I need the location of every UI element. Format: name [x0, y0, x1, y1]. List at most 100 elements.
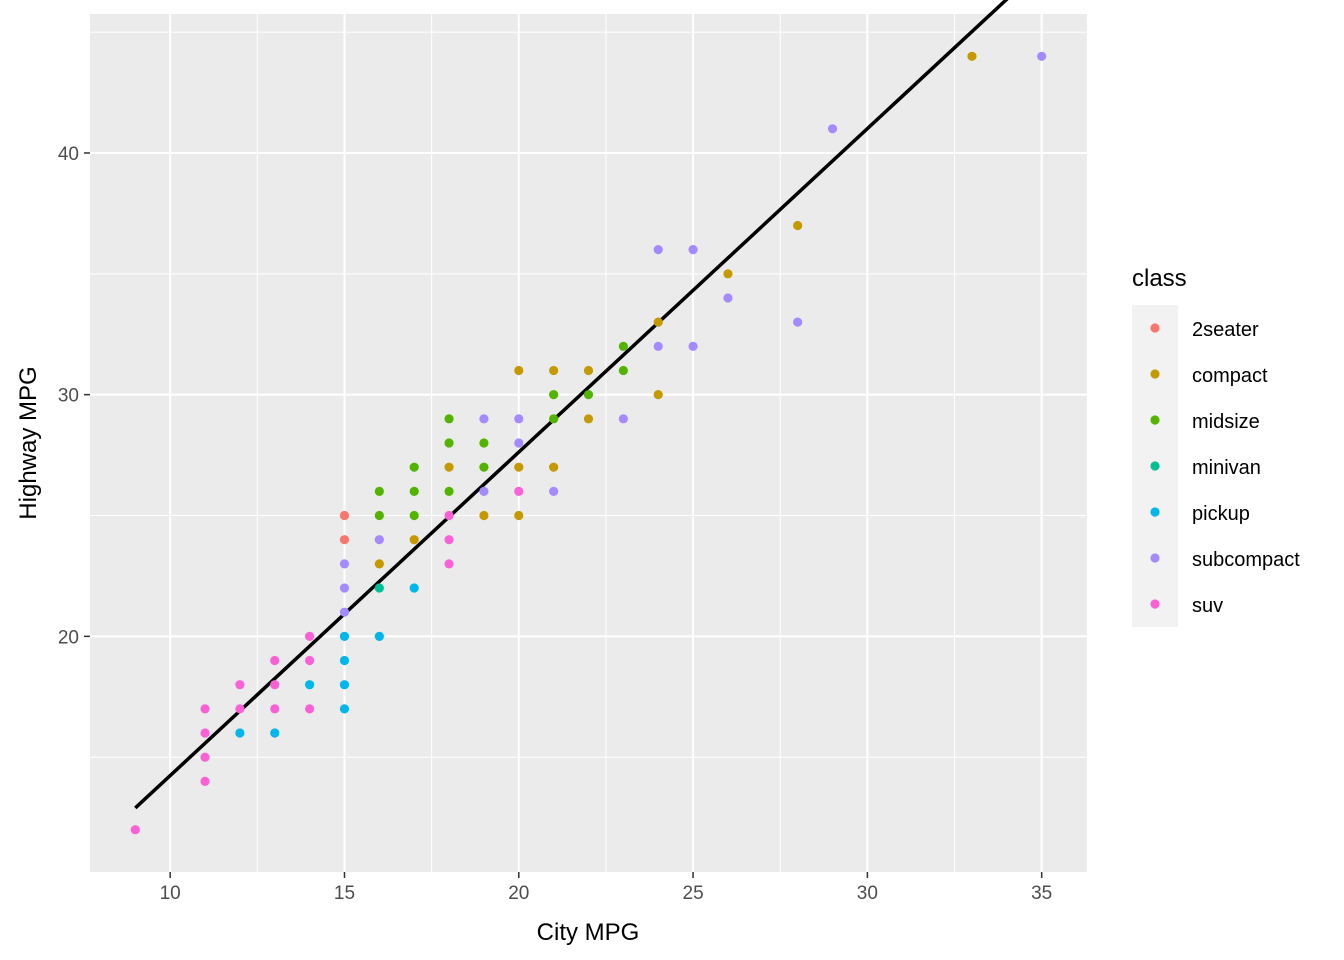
point-subcompact — [514, 414, 524, 424]
point-compact — [967, 51, 977, 61]
point-compact — [653, 317, 663, 327]
legend-key-compact — [1150, 369, 1160, 379]
point-subcompact — [653, 245, 663, 255]
point-subcompact — [723, 293, 733, 303]
legend-key-2seater — [1150, 323, 1160, 333]
point-suv — [514, 486, 524, 496]
point-subcompact — [479, 486, 489, 496]
point-suv — [444, 510, 454, 521]
point-midsize — [549, 414, 559, 424]
point-subcompact — [618, 414, 628, 424]
point-suv — [235, 680, 245, 690]
point-subcompact — [827, 124, 838, 134]
point-minivan — [374, 583, 384, 593]
point-midsize — [618, 365, 628, 376]
point-midsize — [374, 486, 384, 496]
legend-key-midsize — [1150, 415, 1160, 425]
point-midsize — [444, 414, 454, 424]
legend-key-suv — [1150, 599, 1160, 609]
point-suv — [200, 776, 210, 786]
point-suv — [270, 680, 280, 690]
point-compact — [479, 510, 489, 521]
x-tick-label: 15 — [334, 883, 355, 904]
legend-label-2seater: 2seater — [1192, 319, 1259, 341]
point-suv — [130, 825, 140, 835]
point-subcompact — [374, 535, 384, 545]
point-suv — [235, 704, 245, 714]
point-pickup — [339, 655, 350, 666]
legend-key-minivan — [1150, 461, 1160, 471]
point-suv — [305, 704, 315, 714]
point-2seater — [339, 510, 350, 521]
x-axis-title: City MPG — [537, 919, 640, 946]
point-pickup — [270, 728, 280, 738]
point-2seater — [339, 535, 350, 545]
y-axis-ticks: 20 30 40 — [58, 144, 90, 648]
point-subcompact — [339, 607, 350, 617]
point-compact — [514, 365, 524, 376]
y-tick-label: 20 — [58, 627, 79, 648]
point-pickup — [339, 680, 350, 690]
point-subcompact — [479, 414, 489, 424]
legend-title: class — [1132, 265, 1187, 292]
point-subcompact — [688, 341, 698, 351]
point-suv — [200, 728, 210, 738]
y-tick-label: 40 — [58, 144, 79, 165]
point-subcompact — [514, 438, 524, 448]
point-pickup — [339, 704, 350, 714]
point-compact — [514, 462, 524, 472]
point-pickup — [305, 680, 315, 690]
legend-label-subcompact: subcompact — [1192, 549, 1300, 571]
point-suv — [200, 704, 210, 714]
point-compact — [374, 559, 384, 569]
point-suv — [305, 631, 315, 641]
point-compact — [444, 462, 454, 472]
point-suv — [270, 704, 280, 714]
point-midsize — [618, 341, 628, 351]
point-midsize — [409, 486, 419, 496]
point-midsize — [549, 390, 559, 400]
point-pickup — [374, 631, 384, 641]
minor-gridlines — [90, 14, 1087, 872]
point-subcompact — [793, 317, 803, 327]
point-subcompact — [653, 341, 663, 351]
fit-line-layer — [134, 0, 1009, 810]
point-pickup — [409, 583, 419, 593]
x-tick-label: 10 — [160, 883, 181, 904]
point-midsize — [444, 438, 454, 448]
point-compact — [409, 535, 419, 545]
point-midsize — [409, 462, 419, 472]
point-midsize — [409, 510, 419, 521]
x-tick-label: 30 — [857, 883, 878, 904]
point-compact — [793, 220, 803, 231]
legend-key-pickup — [1150, 507, 1160, 517]
point-compact — [653, 390, 663, 400]
point-midsize — [479, 438, 489, 448]
point-compact — [583, 365, 594, 376]
point-pickup — [339, 631, 350, 641]
point-suv — [270, 655, 280, 666]
plot-panel — [90, 14, 1087, 872]
point-pickup — [235, 728, 245, 738]
point-suv — [305, 655, 315, 666]
legend-label-compact: compact — [1192, 365, 1268, 387]
point-midsize — [444, 486, 454, 496]
y-axis-title: Highway MPG — [15, 366, 42, 519]
point-compact — [514, 510, 524, 521]
point-suv — [444, 535, 454, 545]
legend-label-pickup: pickup — [1192, 503, 1250, 525]
point-compact — [549, 462, 559, 472]
x-tick-label: 35 — [1031, 883, 1052, 904]
point-subcompact — [688, 245, 698, 255]
y-tick-label: 30 — [58, 386, 79, 407]
x-tick-label: 25 — [683, 883, 704, 904]
legend-items: 2seater compact midsize minivan pickup subcom… — [1150, 319, 1300, 617]
legend-label-midsize: midsize — [1192, 411, 1260, 433]
fit-line — [134, 0, 1009, 810]
point-suv — [200, 752, 210, 762]
point-midsize — [479, 462, 489, 472]
point-compact — [583, 414, 594, 424]
point-midsize — [583, 390, 594, 400]
point-midsize — [374, 510, 384, 521]
